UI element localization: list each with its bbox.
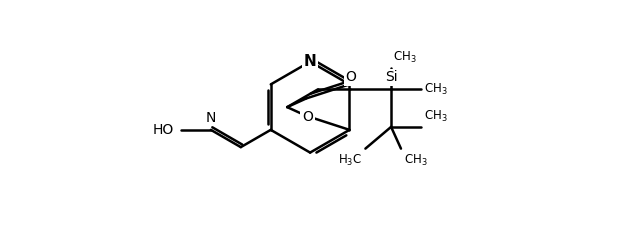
Text: N: N: [205, 111, 216, 125]
Text: CH$_3$: CH$_3$: [393, 50, 417, 65]
Text: HO: HO: [153, 123, 174, 137]
Text: N: N: [304, 54, 317, 69]
Text: CH$_3$: CH$_3$: [424, 82, 447, 97]
Text: Si: Si: [385, 70, 397, 84]
Text: CH$_3$: CH$_3$: [404, 153, 428, 168]
Text: H$_3$C: H$_3$C: [339, 153, 362, 168]
Text: CH$_3$: CH$_3$: [424, 109, 447, 124]
Text: O: O: [302, 110, 313, 124]
Text: O: O: [345, 70, 356, 84]
